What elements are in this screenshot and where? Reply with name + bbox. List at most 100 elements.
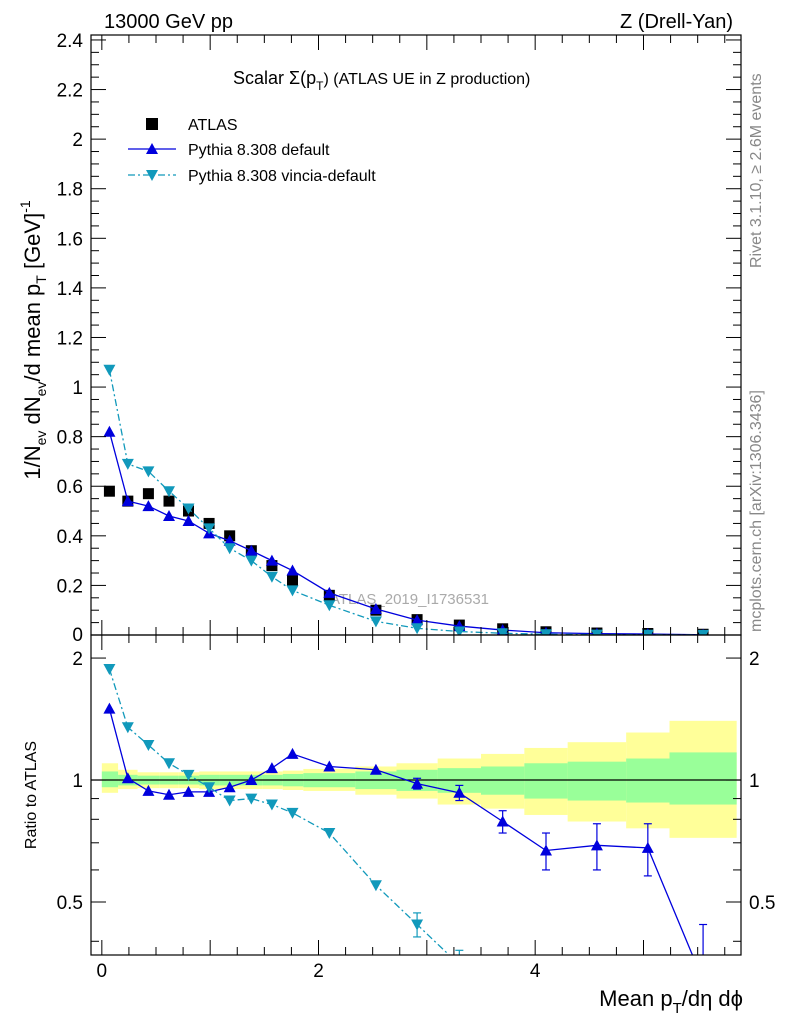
- ratio-point-default: [121, 772, 134, 784]
- main-ytick-label: 1.2: [57, 328, 83, 349]
- mcplots-label: mcplots.cern.ch [arXiv:1306.3436]: [748, 390, 765, 632]
- ratio-point-default: [182, 785, 195, 797]
- ratio-plot-area: 0 2 4 0.5 0.5 1 1 2 2: [57, 634, 775, 1010]
- main-point-default: [286, 564, 299, 576]
- plot-title: Scalar Σ(pT) (ATLAS UE in Z production): [233, 68, 530, 93]
- ratio-point-default: [697, 975, 709, 986]
- ratio-point-default: [411, 777, 424, 789]
- main-ytick-label: 0.6: [57, 477, 83, 498]
- ratio-point-default: [540, 844, 552, 856]
- main-point-default: [182, 514, 195, 526]
- main-point-default: [142, 500, 155, 512]
- main-point-vincia: [496, 628, 509, 635]
- ratio-point-vincia: [203, 782, 216, 794]
- ratio-ytick-label-left: 1: [72, 771, 83, 792]
- legend-marker-atlas: [146, 118, 158, 130]
- main-point-vincia: [323, 600, 336, 612]
- main-point-vincia: [286, 585, 299, 597]
- ratio-line-vincia: [108, 668, 451, 955]
- main-point-vincia: [697, 629, 710, 635]
- main-point-vincia: [590, 629, 603, 635]
- rivet-label: Rivet 3.1.10, ≥ 2.6M events: [748, 73, 765, 268]
- ratio-point-default: [223, 781, 236, 793]
- band-inner: [567, 761, 627, 801]
- ratio-point-default: [323, 760, 336, 772]
- ratio-ytick-label-left: 2: [72, 649, 83, 670]
- main-point-vincia: [411, 623, 424, 635]
- ratio-point-default: [142, 784, 155, 796]
- legend: ATLAS Pythia 8.308 default Pythia 8.308 …: [128, 117, 376, 185]
- legend-label-vincia: Pythia 8.308 vincia-default: [188, 168, 376, 185]
- main-point-default: [323, 586, 336, 598]
- main-series: [103, 364, 710, 635]
- ratio-point-vincia: [286, 807, 299, 819]
- y-axis-label-ratio: Ratio to ATLAS: [23, 741, 40, 849]
- main-ytick-label: 1.8: [57, 180, 83, 201]
- main-point-default: [369, 602, 382, 614]
- main-ytick-label: 2.2: [57, 81, 83, 102]
- ratio-point-default: [103, 702, 116, 714]
- analysis-watermark: ATLAS_2019_I1736531: [330, 591, 489, 608]
- ratio-point-default: [369, 763, 382, 775]
- ratio-point-default: [163, 788, 175, 800]
- main-point-default: [121, 495, 134, 507]
- ratio-point-vincia: [323, 828, 336, 840]
- ratio-point-vincia: [369, 880, 382, 892]
- legend-label-default: Pythia 8.308 default: [188, 142, 330, 159]
- ratio-point-vincia: [497, 999, 509, 1010]
- main-point-vincia: [369, 616, 382, 628]
- main-point-vincia: [641, 629, 654, 635]
- main-point-vincia: [203, 523, 216, 535]
- main-plot-area: 0.2 0.4 0.6 0.8 1 1.2 1.4 1.6 1.8 2 2.2 2.4 0: [57, 31, 742, 646]
- main-ytick-label: 1: [72, 378, 83, 399]
- data-point-atlas: [142, 488, 154, 500]
- ratio-point-vincia: [142, 740, 155, 752]
- ratio-xtick-label: 2: [313, 961, 324, 982]
- main-ytick-label: 0.2: [57, 576, 83, 597]
- ratio-point-default: [590, 839, 603, 851]
- main-point-default: [163, 509, 175, 521]
- ratio-point-default: [245, 774, 258, 786]
- main-point-vincia: [121, 458, 134, 470]
- ratio-ytick-label-right: 0.5: [749, 893, 775, 914]
- main-point-vincia: [103, 364, 116, 376]
- legend-label-atlas: ATLAS: [188, 117, 238, 134]
- main-point-default: [223, 534, 236, 546]
- ratio-point-vincia: [163, 758, 175, 770]
- legend-entry-atlas: ATLAS: [146, 117, 238, 134]
- band-inner: [101, 771, 119, 788]
- ratio-point-vincia: [103, 663, 116, 675]
- main-ytick-label: 2: [72, 130, 83, 151]
- legend-entry-default: Pythia 8.308 default: [128, 142, 330, 159]
- main-ytick-label: 1.4: [57, 279, 84, 300]
- main-ytick-label: 0.4: [57, 527, 84, 548]
- ratio-point-vincia: [453, 960, 465, 971]
- legend-marker-vincia: [146, 170, 158, 181]
- ratio-ytick-label-left: 0.5: [57, 893, 83, 914]
- band-inner: [669, 752, 737, 805]
- header-right: Z (Drell-Yan): [620, 11, 733, 33]
- ratio-frame: [90, 634, 742, 956]
- ratio-point-vincia: [182, 769, 195, 781]
- main-point-default: [265, 554, 278, 566]
- ratio-point-vincia: [121, 722, 134, 734]
- main-point-default: [245, 544, 258, 556]
- main-point-vincia: [453, 626, 466, 635]
- legend-marker-default: [146, 143, 158, 154]
- header-left: 13000 GeV pp: [104, 11, 233, 33]
- ratio-ytick-label-right: 1: [749, 771, 760, 792]
- main-ytick-label: 1.6: [57, 229, 83, 250]
- ratio-point-default: [641, 841, 654, 853]
- data-point-atlas: [287, 574, 298, 586]
- ratio-point-vincia: [411, 919, 424, 931]
- data-point-atlas: [103, 485, 115, 497]
- y-axis-label-main: 1/Nev dNev/d mean pT [GeV]-1: [17, 200, 49, 480]
- x-axis-label: Mean pT/dη dϕ: [599, 986, 743, 1017]
- main-point-vincia: [163, 486, 175, 498]
- main-point-default: [103, 425, 116, 437]
- ratio-series: [103, 663, 709, 1010]
- main-ytick-label-zero: 0: [72, 625, 83, 646]
- uncertainty-bands: [101, 720, 737, 838]
- main-point-vincia: [182, 503, 195, 515]
